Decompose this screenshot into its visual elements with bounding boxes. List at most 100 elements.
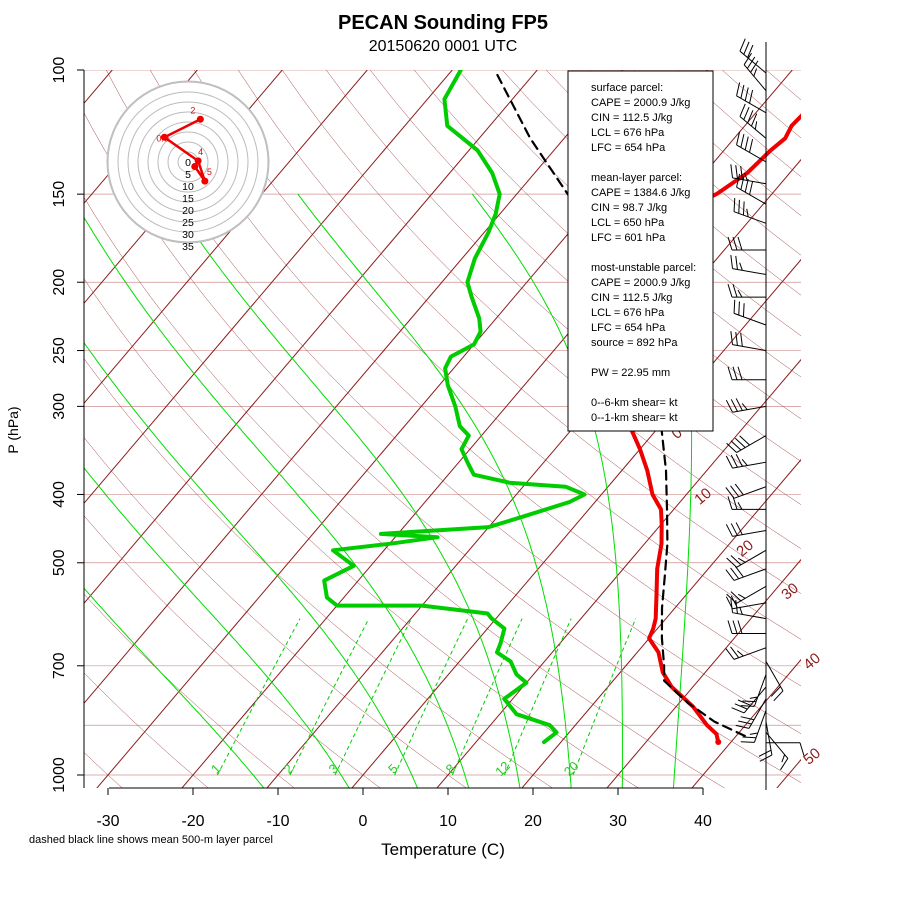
moist-adiabat-line xyxy=(84,216,470,788)
wind-barb xyxy=(765,661,784,702)
wind-barb-feather xyxy=(735,255,738,270)
wind-barb-feather xyxy=(740,176,745,190)
plot-area xyxy=(84,54,900,790)
wind-barb xyxy=(726,435,767,453)
wind-barb-staff xyxy=(753,710,767,743)
mean-layer-parcel-lfc: LFC = 601 hPa xyxy=(591,232,666,244)
dry-adiabat-line xyxy=(84,515,381,788)
wind-barb-feather xyxy=(735,398,743,411)
isotherm-line xyxy=(860,54,900,790)
hodograph-ring xyxy=(107,81,269,243)
wind-barb-staff xyxy=(736,144,767,163)
wind-barb-staff xyxy=(733,647,767,660)
wind-barb-staff xyxy=(732,344,767,352)
moist-adiabat-line xyxy=(167,193,521,788)
wind-barb-feather xyxy=(738,199,740,214)
wind-barb-feather xyxy=(730,164,734,178)
wind-barb-feather xyxy=(730,454,738,468)
wind-barb-feather xyxy=(737,502,743,510)
surface-parcel-cape: CAPE = 2000.9 J/kg xyxy=(591,97,690,109)
wind-barb xyxy=(725,565,767,581)
wind-barb-feather xyxy=(735,165,738,179)
wind-barb-feather xyxy=(739,38,746,52)
isotherm-line xyxy=(606,558,801,788)
wind-barb-feather xyxy=(739,435,750,446)
wind-barb-feather xyxy=(726,593,737,604)
dry-adiabat-line xyxy=(84,672,209,788)
wind-barb-feather xyxy=(740,741,755,743)
wind-barb-feather xyxy=(730,646,740,658)
isotherm-line xyxy=(84,70,453,505)
hodograph-point-label: 0.0 xyxy=(156,133,169,143)
wind-barb-feather xyxy=(742,700,757,703)
wind-barb xyxy=(725,454,767,469)
hodograph-ring-label: 0 xyxy=(185,157,191,169)
wind-barb-staff xyxy=(743,64,767,92)
wind-barb-feather xyxy=(743,41,750,55)
wind-barb-feather xyxy=(730,399,738,412)
wind-barb-feather xyxy=(737,620,743,634)
footnote: dashed black line shows mean 500-m layer… xyxy=(29,834,273,846)
dry-adiabat-line xyxy=(84,358,553,788)
wind-barb-feather xyxy=(732,620,738,634)
wind-barb-feather xyxy=(730,440,742,451)
wind-barb-feather xyxy=(735,454,743,467)
wind-barb xyxy=(766,742,805,756)
mixing-ratio-label: 1 xyxy=(208,761,224,777)
wind-barb xyxy=(725,646,767,660)
wind-barb xyxy=(731,686,767,714)
hodograph-point-label: 2 xyxy=(190,105,195,115)
wind-barb-feather xyxy=(735,522,743,535)
isotherm-label: 20 xyxy=(733,537,757,561)
moist-adiabat-line xyxy=(84,467,350,788)
wind-barb-feather xyxy=(759,754,773,762)
hodograph-point xyxy=(196,115,204,123)
hodograph-ring-label: 20 xyxy=(182,205,194,217)
x-tick-label: -20 xyxy=(181,813,204,830)
moist-adiabat-line xyxy=(84,587,265,788)
mixing-ratio-label: 8 xyxy=(443,761,459,777)
isotherm-label: 40 xyxy=(800,650,824,674)
wind-barb-feather xyxy=(733,299,736,314)
wind-barb-feather xyxy=(730,331,734,345)
wind-barb xyxy=(739,103,767,139)
wind-barb-staff xyxy=(732,268,767,275)
wind-barb-feather xyxy=(725,399,733,413)
wind-barb-staff xyxy=(739,116,767,139)
wind-barb-staff xyxy=(736,585,767,604)
wind-barb-staff xyxy=(732,461,767,469)
dry-adiabat-line xyxy=(193,70,801,640)
wind-barb-staff xyxy=(743,686,767,714)
wind-barb-feather xyxy=(740,84,745,99)
mixing-ratio-line xyxy=(289,618,370,776)
precipitable-water: PW = 22.95 mm xyxy=(591,367,670,379)
wind-barb xyxy=(725,483,767,499)
wind-barb-staff xyxy=(765,721,773,756)
dry-adiabat-line xyxy=(84,437,467,788)
wind-barb xyxy=(739,38,767,74)
wind-barb-feather xyxy=(733,198,736,212)
wind-barb xyxy=(758,721,773,762)
mixing-ratio-line xyxy=(572,618,637,776)
hodograph-point xyxy=(194,157,202,165)
chart-title: PECAN Sounding FP5 xyxy=(338,12,548,34)
wind-barb-feather xyxy=(740,332,743,347)
wind-barb-feather xyxy=(730,599,734,613)
wind-barb-feather xyxy=(734,565,744,578)
wind-barb xyxy=(727,284,766,298)
mixing-ratio-label: 5 xyxy=(385,761,401,777)
wind-barb-staff xyxy=(732,602,767,610)
x-tick-label: -30 xyxy=(96,813,119,830)
wind-barb-feather xyxy=(747,44,754,58)
y-tick-label: 200 xyxy=(51,269,68,296)
wind-barb-staff xyxy=(765,661,784,692)
wind-barb xyxy=(743,52,767,92)
chart-subtitle: 20150620 0001 UTC xyxy=(369,38,518,55)
wind-barb-feather xyxy=(727,620,733,634)
wind-barb xyxy=(736,131,767,163)
x-tick-label: 40 xyxy=(694,813,712,830)
x-tick-label: -10 xyxy=(266,813,289,830)
axes: -30 -20 -10 0 10 20 30 401001502002503004005007… xyxy=(5,57,712,859)
wind-barb-feather xyxy=(727,284,733,298)
